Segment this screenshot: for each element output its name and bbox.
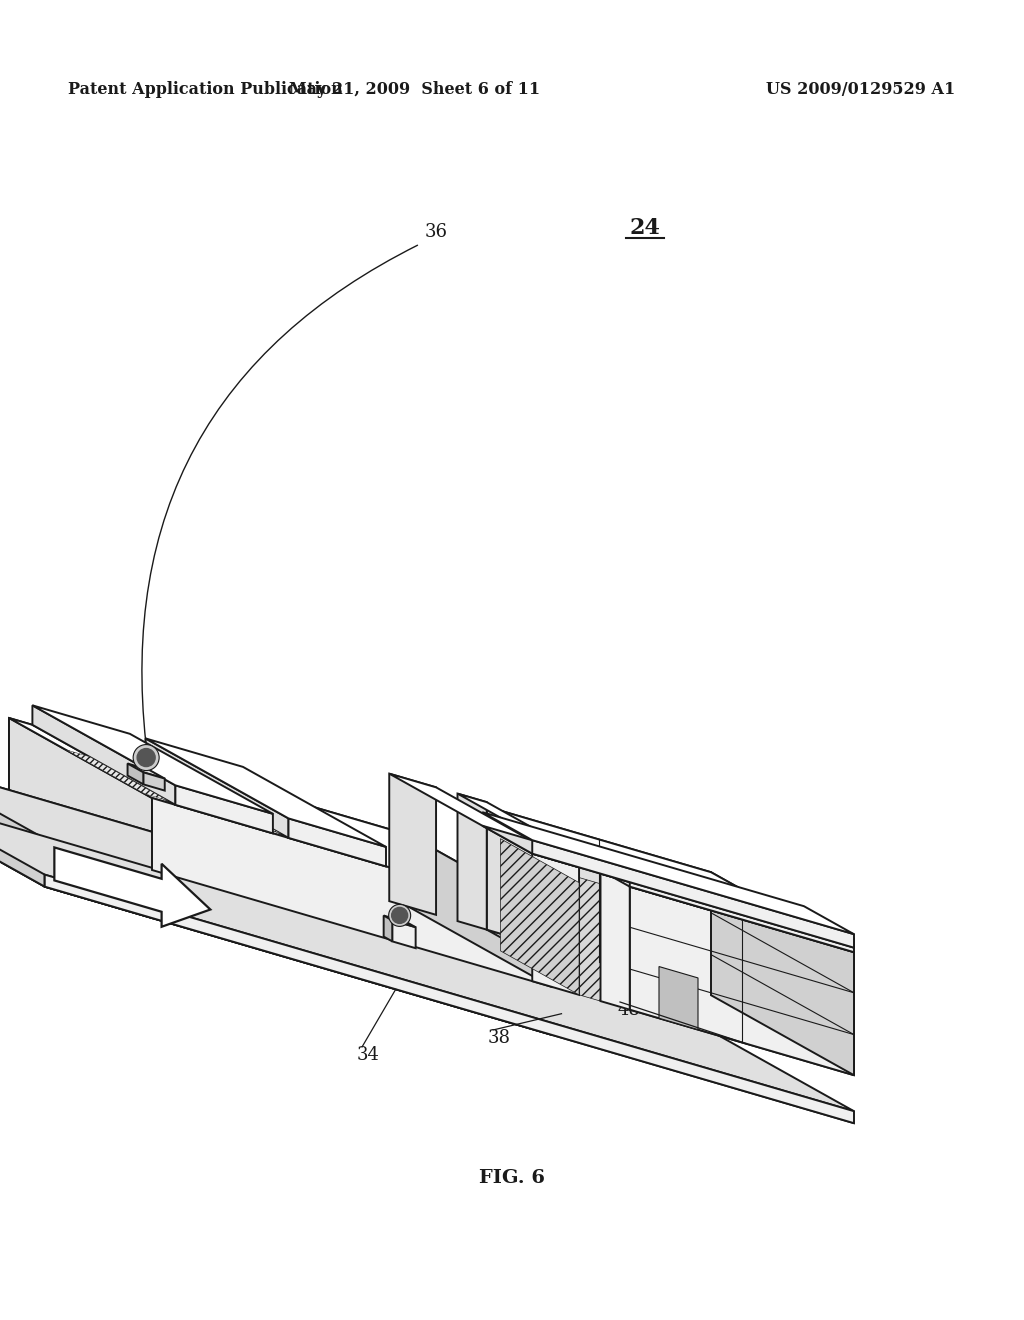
- Polygon shape: [384, 916, 392, 941]
- Polygon shape: [580, 845, 854, 939]
- Polygon shape: [289, 818, 386, 866]
- Polygon shape: [0, 795, 854, 1111]
- Circle shape: [391, 907, 408, 924]
- Text: FIG. 6: FIG. 6: [479, 1170, 545, 1187]
- Polygon shape: [389, 774, 436, 915]
- Polygon shape: [9, 718, 552, 915]
- Text: 24: 24: [630, 216, 660, 239]
- Circle shape: [133, 744, 159, 771]
- Polygon shape: [600, 874, 630, 1010]
- Polygon shape: [143, 772, 165, 791]
- Text: Patent Application Publication: Patent Application Publication: [68, 82, 343, 99]
- Polygon shape: [392, 920, 416, 948]
- Polygon shape: [152, 799, 552, 987]
- Polygon shape: [486, 807, 711, 995]
- FancyArrowPatch shape: [142, 246, 418, 743]
- Circle shape: [137, 748, 156, 767]
- Polygon shape: [579, 878, 600, 1001]
- Circle shape: [389, 904, 411, 927]
- Polygon shape: [532, 854, 579, 995]
- Polygon shape: [54, 847, 210, 927]
- Polygon shape: [389, 774, 579, 867]
- Polygon shape: [145, 738, 386, 847]
- Polygon shape: [45, 855, 152, 917]
- Polygon shape: [409, 834, 552, 987]
- Polygon shape: [486, 929, 854, 1076]
- Polygon shape: [166, 774, 282, 834]
- Polygon shape: [145, 758, 386, 866]
- Polygon shape: [9, 789, 552, 987]
- Polygon shape: [458, 793, 486, 929]
- Polygon shape: [33, 725, 273, 833]
- Polygon shape: [0, 807, 854, 1123]
- Text: 36: 36: [425, 223, 449, 242]
- Polygon shape: [128, 763, 165, 779]
- Polygon shape: [659, 966, 698, 1030]
- Polygon shape: [128, 763, 143, 784]
- Polygon shape: [0, 759, 409, 954]
- Polygon shape: [580, 858, 854, 952]
- Polygon shape: [0, 759, 552, 987]
- Text: US 2009/0129529 A1: US 2009/0129529 A1: [766, 82, 955, 99]
- Polygon shape: [33, 705, 273, 814]
- Text: 48: 48: [618, 1001, 641, 1019]
- Polygon shape: [45, 875, 854, 1123]
- Polygon shape: [175, 785, 273, 833]
- Polygon shape: [9, 718, 152, 870]
- Polygon shape: [501, 838, 579, 995]
- Polygon shape: [9, 718, 409, 907]
- Polygon shape: [0, 807, 552, 1035]
- Polygon shape: [67, 750, 168, 801]
- Polygon shape: [630, 887, 854, 1076]
- Polygon shape: [630, 873, 854, 952]
- Polygon shape: [384, 916, 416, 927]
- Polygon shape: [532, 840, 854, 948]
- Polygon shape: [45, 838, 552, 1035]
- Polygon shape: [482, 825, 854, 948]
- Polygon shape: [486, 807, 854, 952]
- Text: May 21, 2009  Sheet 6 of 11: May 21, 2009 Sheet 6 of 11: [290, 82, 541, 99]
- Text: 34: 34: [357, 1045, 380, 1064]
- Text: 38: 38: [488, 1030, 511, 1047]
- Polygon shape: [458, 793, 630, 882]
- Polygon shape: [33, 705, 175, 805]
- Polygon shape: [145, 738, 289, 838]
- Polygon shape: [711, 873, 854, 1076]
- Polygon shape: [482, 812, 854, 935]
- Polygon shape: [0, 759, 45, 887]
